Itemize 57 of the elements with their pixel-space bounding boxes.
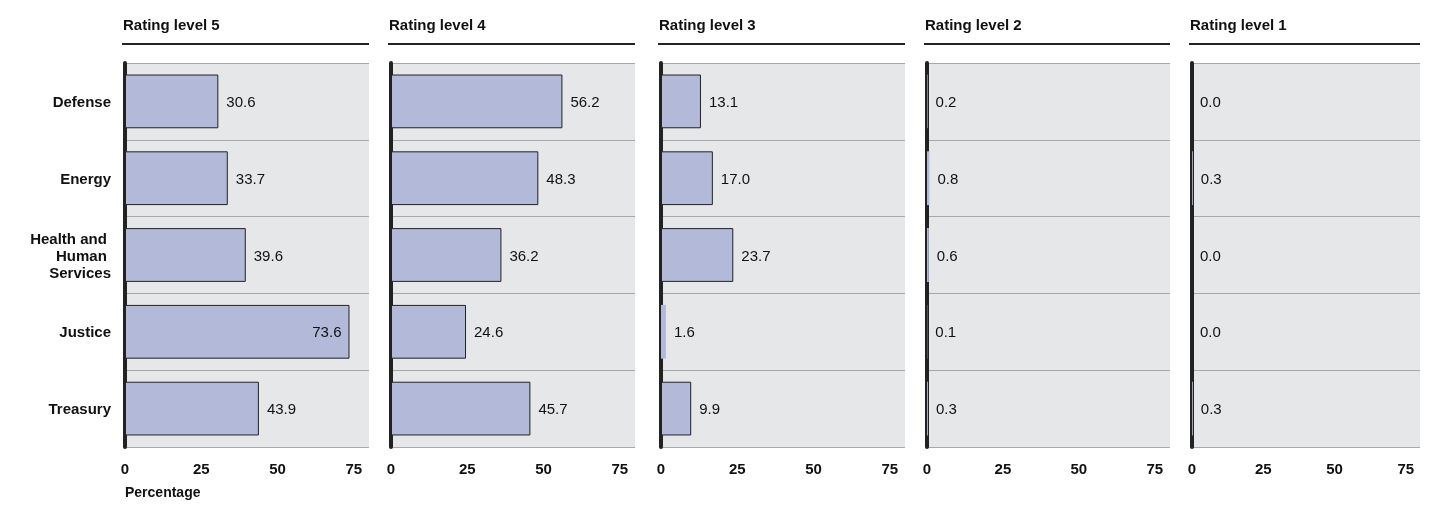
x-tick-label: 25 [1254, 460, 1272, 477]
data-label: 0.1 [935, 323, 957, 341]
data-label: 0.6 [936, 246, 958, 264]
x-tick-label: 25 [994, 460, 1012, 477]
data-label: 0.2 [935, 92, 957, 110]
data-label: 0.3 [1200, 169, 1222, 187]
y-tick-label: Justice [59, 323, 111, 341]
chart-title: Rating level 3 [659, 16, 756, 33]
x-tick-label: 0 [386, 460, 396, 477]
data-label: 9.9 [699, 400, 721, 418]
data-label: 0.0 [1200, 246, 1221, 264]
x-tick-label: 75 [611, 460, 629, 477]
x-tick-label: 0 [120, 460, 130, 477]
chart-title: Rating level 1 [1190, 16, 1287, 33]
data-label: 36.2 [509, 246, 539, 264]
bar [661, 304, 666, 359]
chart-title: Rating level 2 [925, 16, 1022, 33]
y-tick-label: Health and Human Services [30, 229, 111, 281]
data-label: 0.3 [935, 400, 957, 418]
data-label: 45.7 [538, 400, 568, 418]
x-tick-label: 0 [1187, 460, 1197, 477]
data-label: 0.8 [937, 169, 959, 187]
data-label: 33.7 [235, 169, 265, 187]
data-label: 13.1 [708, 92, 739, 110]
y-tick-label: Defense [52, 92, 111, 110]
data-label: 0.3 [1200, 400, 1222, 418]
x-tick-label: 75 [1146, 460, 1164, 477]
data-label: 0.0 [1200, 92, 1221, 110]
x-tick-label: 50 [1070, 460, 1088, 477]
y-tick-label: Energy [60, 169, 112, 187]
x-tick-label: 25 [458, 460, 476, 477]
data-label: 48.3 [546, 169, 576, 187]
x-tick-label: 25 [192, 460, 210, 477]
data-label: 39.6 [253, 246, 283, 264]
data-label: 1.6 [673, 323, 695, 341]
x-tick-label: 50 [805, 460, 822, 477]
data-label: 56.2 [570, 92, 600, 110]
y-tick-label: Treasury [48, 400, 112, 418]
data-label: 43.9 [266, 400, 297, 418]
x-tick-label: 50 [535, 460, 552, 477]
data-label: 24.6 [474, 323, 504, 341]
x-tick-label: 25 [728, 460, 746, 477]
data-label: 30.6 [226, 92, 256, 110]
x-tick-label: 75 [1397, 460, 1415, 477]
chart-title: Rating level 5 [123, 16, 220, 33]
data-label: 0.0 [1200, 323, 1221, 341]
data-label: 17.0 [720, 169, 751, 187]
chart-title: Rating level 4 [389, 16, 487, 33]
x-tick-label: 50 [269, 460, 286, 477]
data-label: 73.6 [312, 323, 342, 341]
x-axis-title: Percentage [125, 484, 201, 500]
x-tick-label: 75 [345, 460, 363, 477]
x-tick-label: 0 [922, 460, 932, 477]
data-label: 23.7 [741, 246, 771, 264]
x-tick-label: 75 [881, 460, 899, 477]
x-tick-label: 0 [656, 460, 666, 477]
x-tick-label: 50 [1326, 460, 1343, 477]
